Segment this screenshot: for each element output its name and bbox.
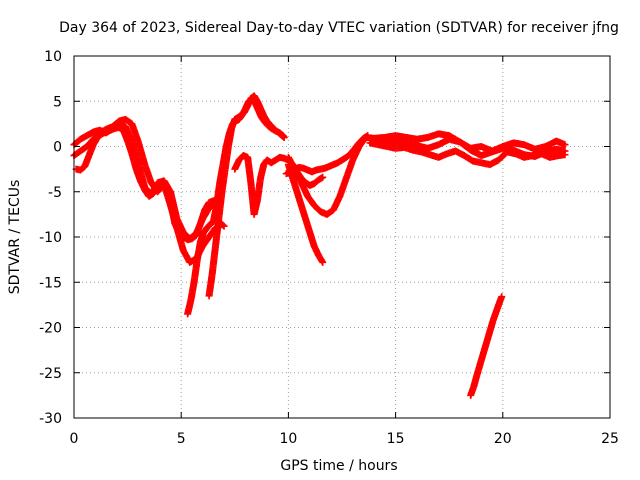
- x-tick-label: 20: [494, 431, 512, 447]
- y-tick-label: -10: [39, 230, 62, 246]
- axis-ticks: [73, 55, 611, 419]
- series-track-l: [370, 135, 569, 160]
- data-point: [561, 141, 569, 149]
- chart-title: Day 364 of 2023, Sidereal Day-to-day VTE…: [59, 20, 619, 36]
- y-tick-labels: -30 -25 -20 -15 -10 -5 0 5 10: [39, 49, 62, 427]
- y-tick-label: 0: [53, 140, 62, 156]
- data-point: [498, 293, 506, 301]
- y-tick-label: 5: [53, 94, 62, 110]
- series-track-i: [284, 161, 327, 266]
- x-tick-label: 0: [70, 431, 79, 447]
- y-tick-label: 10: [44, 49, 62, 65]
- y-tick-label: -15: [39, 275, 62, 291]
- y-tick-label: -30: [39, 411, 62, 427]
- x-tick-labels: 0 5 10 15 20 25: [70, 431, 619, 447]
- grid-lines: [74, 56, 610, 418]
- series-track-f: [231, 152, 327, 218]
- x-axis-label: GPS time / hours: [280, 458, 397, 474]
- data-point: [220, 222, 228, 230]
- x-tick-label: 15: [387, 431, 405, 447]
- data-point: [561, 147, 569, 155]
- x-tick-label: 10: [279, 431, 297, 447]
- series-track-m: [467, 293, 506, 399]
- data-point: [319, 258, 327, 266]
- series-track-e: [205, 92, 288, 300]
- series-track-h: [284, 133, 370, 218]
- data-point: [280, 133, 288, 141]
- data-point: [319, 173, 327, 181]
- y-tick-label: -5: [48, 185, 62, 201]
- x-tick-label: 5: [177, 431, 186, 447]
- x-tick-label: 25: [601, 431, 619, 447]
- y-tick-label: -25: [39, 366, 62, 382]
- data-points: [70, 92, 569, 399]
- y-tick-label: -20: [39, 321, 62, 337]
- y-axis-label: SDTVAR / TECUs: [7, 180, 23, 295]
